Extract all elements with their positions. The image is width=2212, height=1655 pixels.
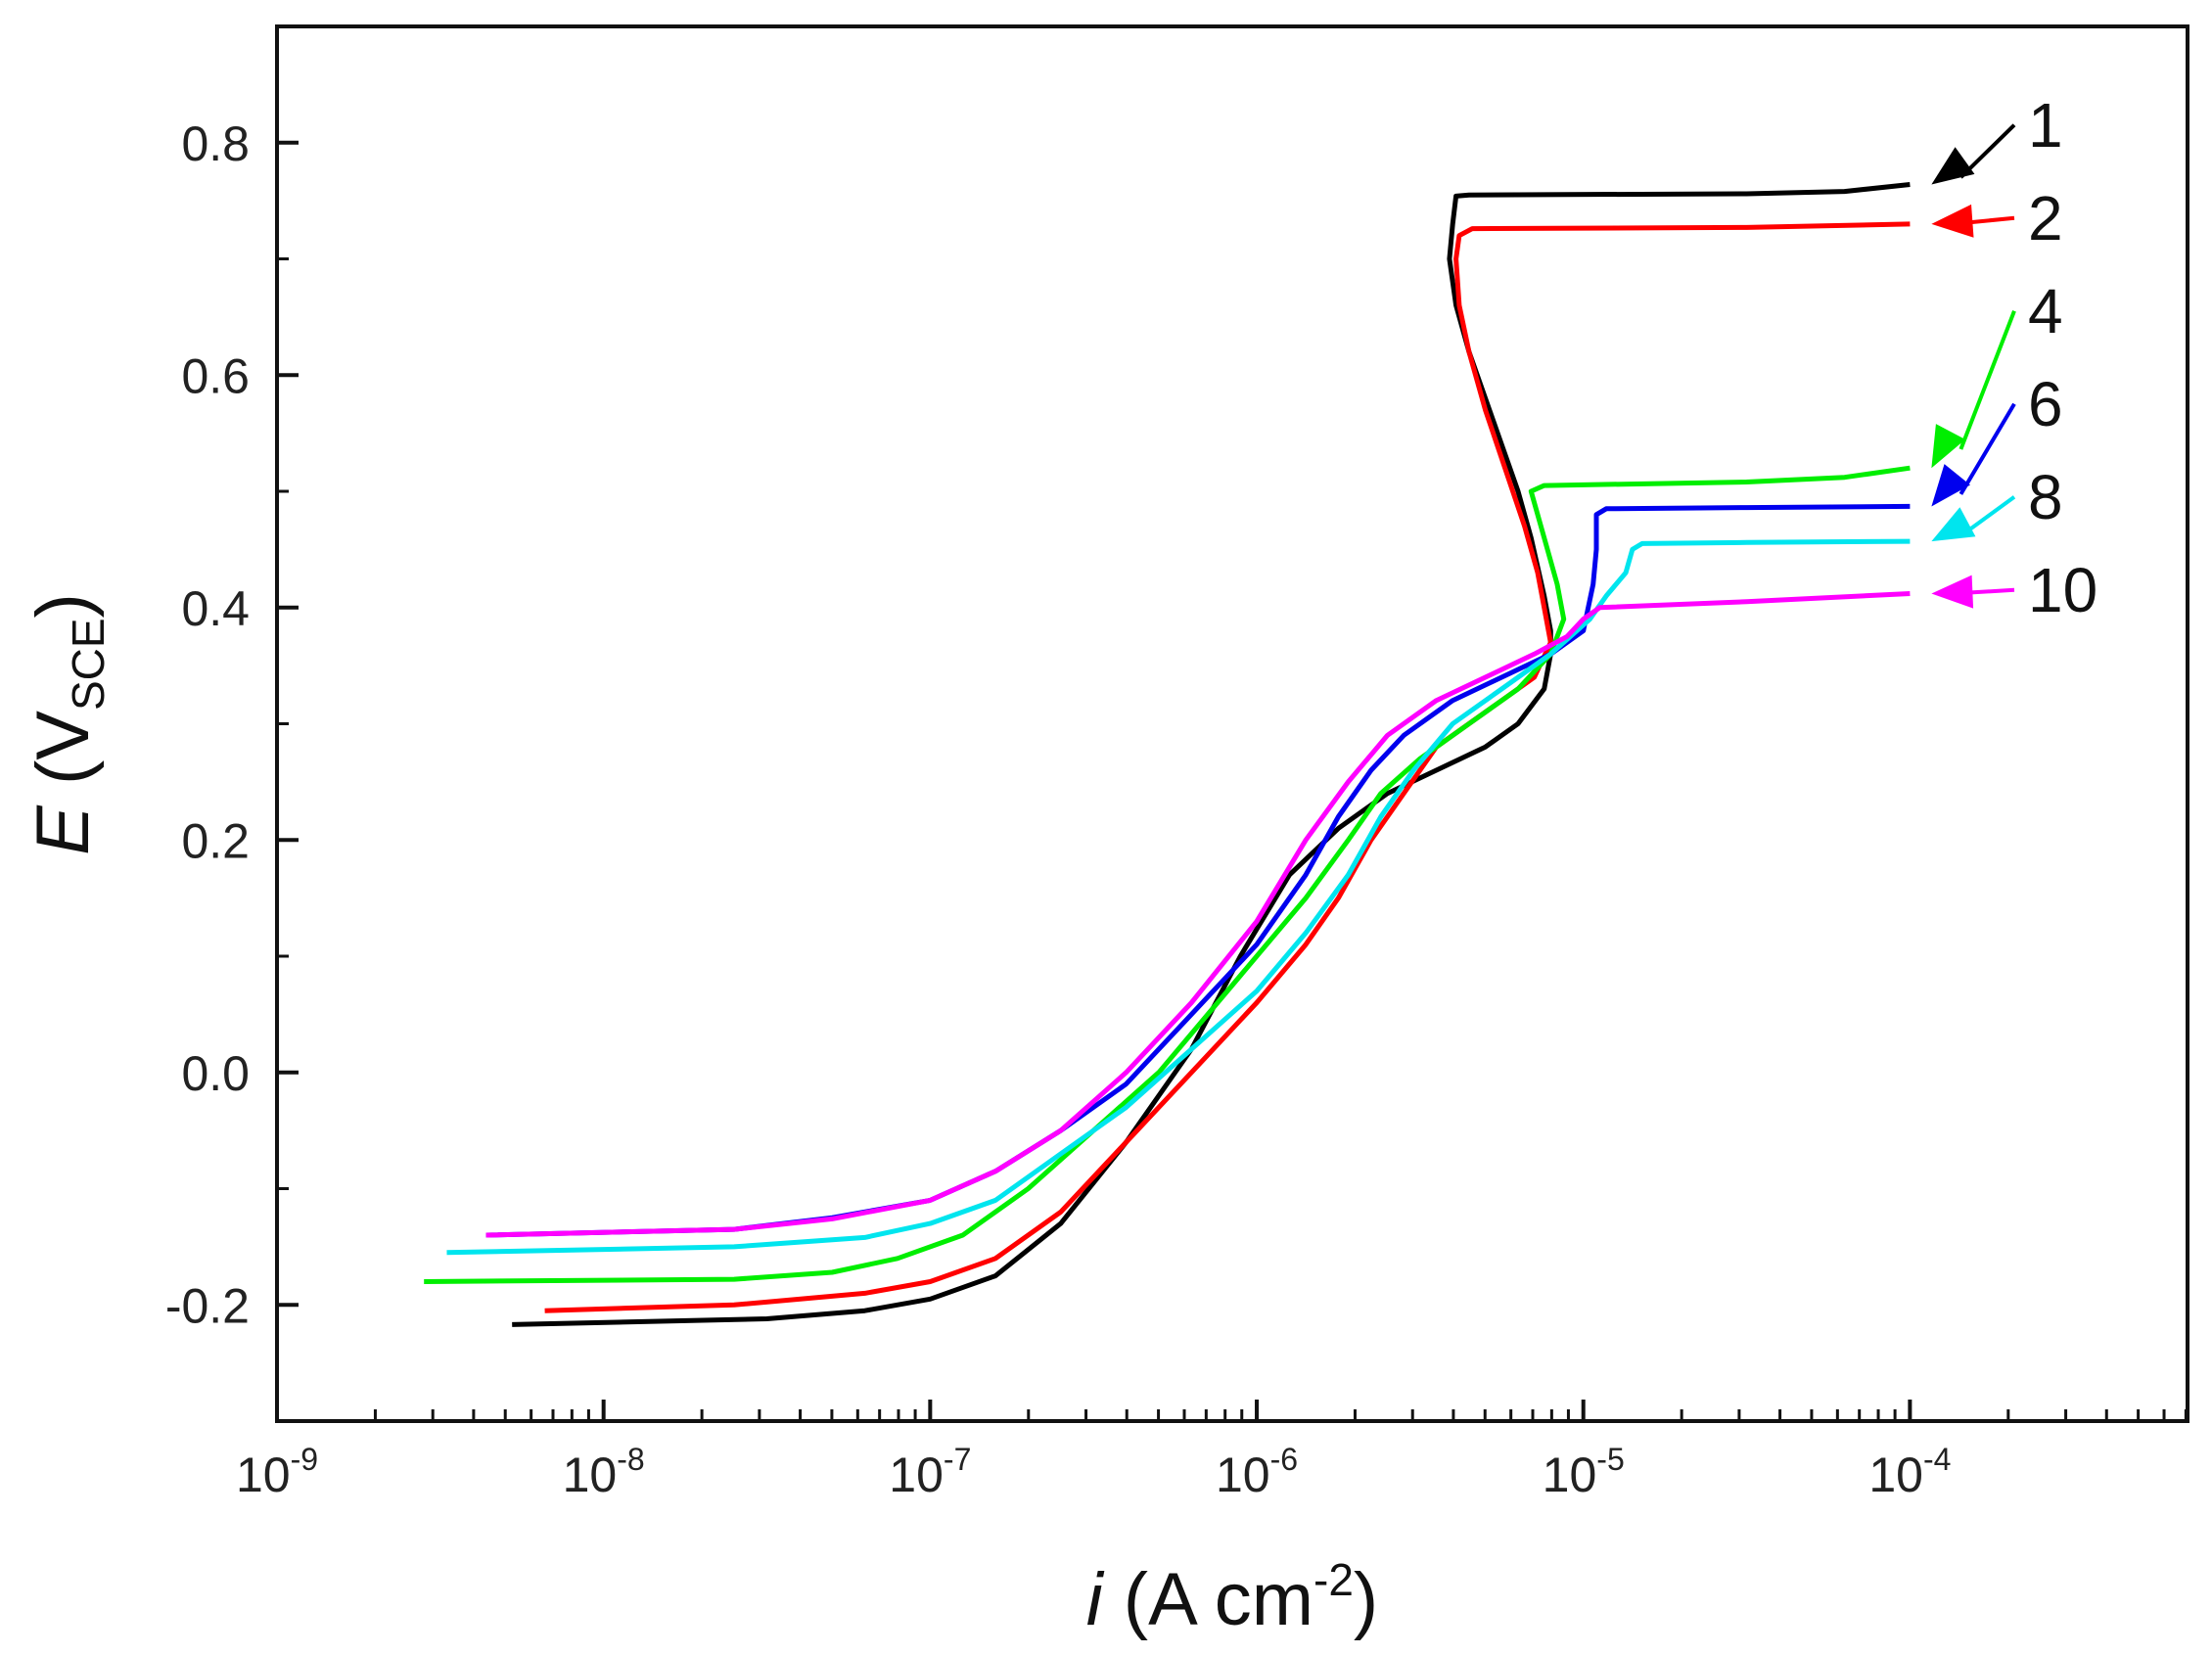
x-axis-unit: (A cm (1103, 1558, 1313, 1641)
label-arrow-4 (1959, 310, 2016, 450)
y-tick-label: -0.2 (165, 1278, 250, 1333)
label-arrow-6 (1959, 402, 2016, 495)
curve-label-1: 1 (2028, 90, 2063, 161)
series-10-line (485, 591, 1911, 1238)
curve-label-arrows (1931, 123, 2016, 609)
y-tick-label: 0.6 (181, 348, 250, 403)
y-axis-unit-close: ) (22, 593, 105, 618)
y-tick-label: 0.8 (181, 116, 250, 171)
curve-label-4: 4 (2028, 276, 2063, 346)
curve-label-10: 10 (2028, 555, 2097, 625)
series-6-line (485, 503, 1911, 1238)
label-arrowhead-4 (1931, 424, 1966, 469)
label-arrowhead-2 (1931, 204, 1974, 238)
y-axis-title: E (VSCE) (22, 593, 114, 855)
label-arrowhead-10 (1931, 575, 1974, 609)
curve-label-2: 2 (2028, 183, 2063, 253)
x-tick-label: 10-6 (1216, 1442, 1298, 1502)
tick-marks (275, 24, 2188, 1423)
curve-label-6: 6 (2028, 369, 2063, 439)
series-8-line (446, 538, 1911, 1256)
x-tick-label: 10-7 (889, 1442, 971, 1502)
x-tick-label: 10-4 (1868, 1442, 1951, 1502)
label-arrowhead-1 (1931, 147, 1975, 185)
y-axis-unit-subscript: SCE (63, 618, 114, 711)
y-axis-variable: E (22, 805, 105, 855)
x-axis-unit-exponent: -2 (1313, 1554, 1354, 1605)
y-axis-unit: (V (22, 711, 105, 805)
series-1-line (512, 182, 1911, 1327)
x-tick-label: 10-5 (1543, 1442, 1625, 1502)
series-lines (424, 182, 1911, 1327)
x-axis-unit-close: ) (1354, 1558, 1378, 1641)
tick-labels: 10-9 10-8 10-7 10-6 10-5 10-4 -0.2 0.0 0.2 0.4 0.6… (165, 90, 2097, 1502)
plot-frame (275, 24, 2189, 1423)
y-tick-label: 0.0 (181, 1046, 250, 1101)
x-axis-variable: i (1086, 1558, 1105, 1641)
curve-label-8: 8 (2028, 462, 2063, 532)
label-arrowhead-6 (1931, 464, 1970, 507)
y-tick-label: 0.2 (181, 813, 250, 868)
y-tick-label: 0.4 (181, 581, 250, 636)
x-tick-label: 10-9 (236, 1442, 318, 1502)
x-axis-title: i (A cm-2) (1086, 1554, 1378, 1641)
series-2-line (544, 221, 1911, 1313)
x-tick-label: 10-8 (563, 1442, 645, 1502)
series-4-line (424, 465, 1911, 1284)
label-arrowhead-8 (1931, 507, 1976, 542)
